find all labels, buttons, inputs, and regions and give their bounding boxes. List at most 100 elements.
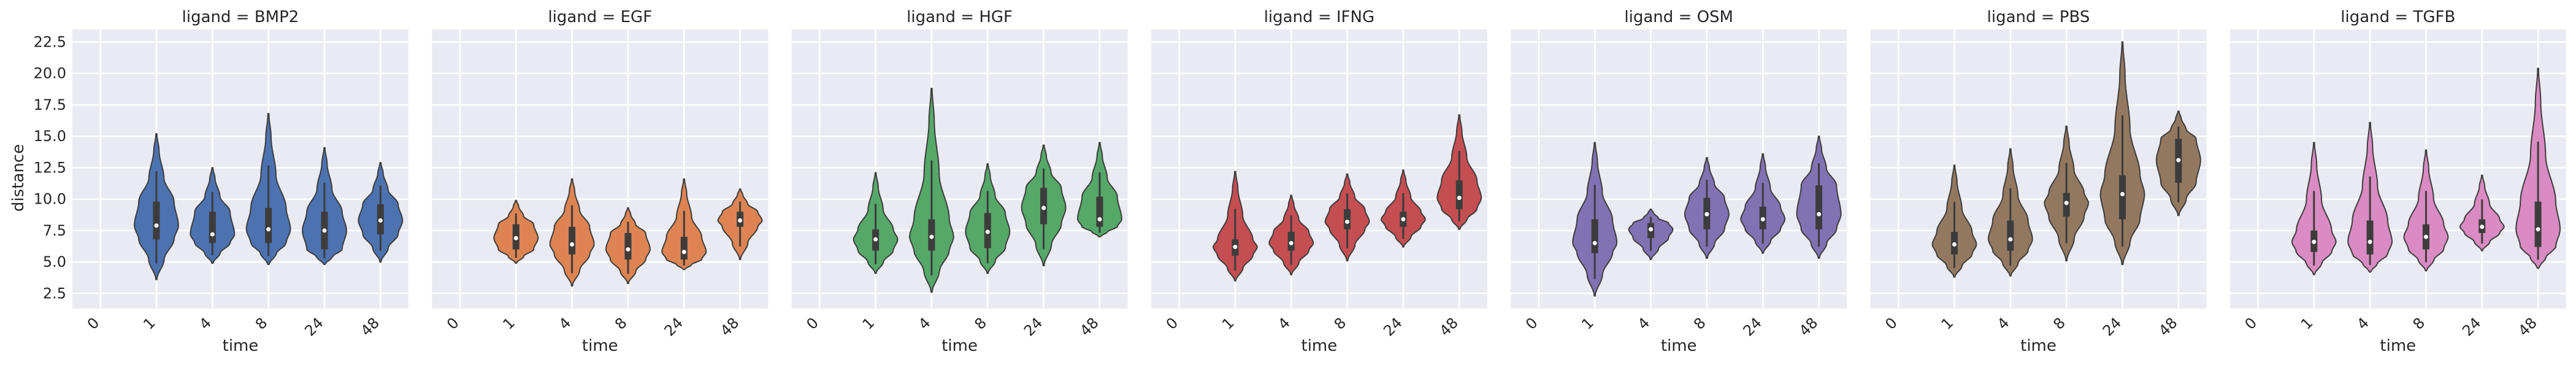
violin-ifng-t48 [1436,114,1482,230]
x-tick-label: 48 [2515,314,2540,339]
y-tick-label: 15.0 [34,128,66,145]
violin-median [1457,196,1462,201]
x-tick-label: 1 [2298,314,2317,333]
x-tick-label: 24 [1021,314,1046,339]
x-tick-label: 1 [1938,314,1957,333]
violin-median [1649,227,1654,232]
violin-median [2536,227,2540,232]
violin-egf-t8 [605,207,651,284]
y-tick-label: 20.0 [34,65,66,82]
x-axis-title: time [223,337,259,355]
violin-median [2120,191,2125,196]
violin-egf-t24 [661,178,707,270]
violin-pbs-t8 [2044,125,2090,262]
violin-hgf-t1 [853,172,899,274]
x-tick-label: 8 [252,314,271,333]
panels-layer: ligand = BMP2 2.5 5.0 7.5 10.0 12.5 15.0 17.5 20… [34,8,2566,355]
violin-egf-t48 [717,188,763,261]
y-tick-label: 5.0 [43,253,66,270]
violin-hgf-t4 [908,88,954,293]
x-tick-label: 1 [1219,314,1238,333]
panel-title: ligand = PBS [1987,8,2090,26]
x-tick-label: 48 [1076,314,1102,339]
y-tick-label: 22.5 [34,33,66,50]
violin-median [1817,212,1822,217]
x-tick-label: 8 [2410,314,2429,333]
violin-median [2176,158,2181,163]
violin-median [570,242,575,247]
violin-median [1345,220,1350,224]
panel-background [2229,29,2566,309]
violin-median [322,228,327,233]
violin-median [929,234,934,239]
x-tick-label: 24 [1740,314,1765,339]
violin-bmp2-t48 [358,162,404,263]
panel-title: ligand = OSM [1624,8,1733,26]
violin-median [1233,245,1238,250]
x-axis-title: time [1301,337,1338,355]
panel-title: ligand = TGFB [2340,8,2455,26]
x-tick-label: 4 [1635,314,1654,333]
violin-median [626,247,631,252]
violin-pbs-t1 [1931,164,1977,278]
violin-ifng-t8 [1324,173,1370,262]
violin-osm-t8 [1684,157,1730,259]
violin-median [1760,217,1765,221]
x-tick-label: 4 [915,314,934,333]
x-tick-label: 1 [1578,314,1597,333]
violin-osm-t1 [1572,142,1618,297]
violin-bmp2-t24 [301,147,348,266]
x-tick-label: 8 [1331,314,1350,333]
x-tick-label: 48 [1796,314,1821,339]
x-tick-label: 48 [1436,314,1462,339]
violin-median [210,232,215,237]
violin-median [1952,242,1957,247]
violin-bmp2-t1 [133,133,180,280]
x-tick-label: 4 [556,314,575,333]
violin-pbs-t48 [2155,110,2201,217]
x-tick-label: 24 [2099,314,2125,339]
panel-title: ligand = IFNG [1264,8,1374,26]
violin-median [985,229,990,234]
x-tick-label: 8 [611,314,631,333]
x-tick-label: 0 [2242,314,2261,333]
x-axis-title: time [582,337,618,355]
x-tick-label: 0 [84,314,103,333]
violin-osm-t4 [1628,209,1674,261]
violin-hgf-t24 [1021,144,1067,267]
violin-median [2064,201,2069,205]
violin-median [2008,237,2013,242]
panel-title: ligand = HGF [907,8,1013,26]
y-tick-label: 2.5 [43,285,66,302]
x-tick-label: 24 [2459,314,2484,339]
x-tick-label: 24 [301,314,326,339]
violin-median [2423,234,2428,239]
x-tick-label: 4 [196,314,215,333]
violin-tgfb-t4 [2347,121,2393,273]
y-tick-label: 10.0 [34,191,66,208]
x-tick-label: 1 [859,314,878,333]
x-tick-label: 48 [358,314,383,339]
x-axis-title: time [1661,337,1697,355]
violin-egf-t4 [549,178,595,287]
violin-median [681,250,686,255]
violin-ifng-t4 [1268,194,1314,275]
violin-median [873,237,878,242]
x-tick-label: 8 [2050,314,2069,333]
violin-median [1289,240,1294,245]
violin-tgfb-t8 [2403,149,2449,272]
violin-median [2312,239,2317,244]
x-tick-label: 1 [499,314,518,333]
x-tick-label: 1 [140,314,159,333]
violin-median [1401,217,1406,221]
panel-background [432,29,769,309]
violin-tgfb-t48 [2515,67,2561,269]
x-tick-label: 8 [971,314,990,333]
x-tick-label: 4 [1275,314,1294,333]
panel-background [791,29,1128,309]
violin-pbs-t24 [2099,41,2145,266]
panel-title: ligand = EGF [548,8,652,26]
